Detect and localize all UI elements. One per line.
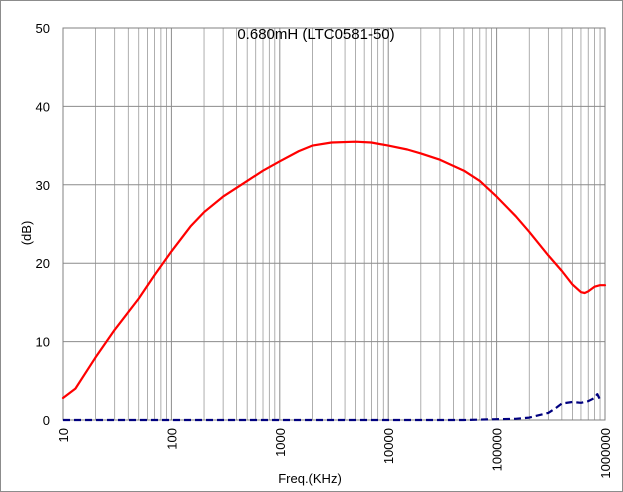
series-layer [61, 140, 607, 422]
y-tick-label: 10 [36, 335, 50, 350]
y-tick-label: 50 [36, 21, 50, 36]
y-tick-label: 20 [36, 256, 50, 271]
x-tick-labels: 10 100 1000 10000 100000 1000000 [56, 428, 613, 479]
plot-area [63, 28, 605, 420]
x-axis-title: Freq.(KHz) [278, 471, 342, 486]
x-tick-label: 100000 [490, 428, 505, 471]
x-tick-label: 1000 [273, 428, 288, 457]
y-tick-label: 30 [36, 178, 50, 193]
series-line-2 [63, 393, 603, 422]
x-tick-label: 1000000 [598, 428, 613, 479]
y-tick-labels: 0 10 20 30 40 50 [36, 21, 50, 428]
x-tick-label: 10000 [381, 428, 396, 464]
x-tick-label: 100 [164, 428, 179, 450]
y-tick-label: 0 [43, 413, 50, 428]
x-tick-label: 10 [56, 428, 71, 442]
y-axis-title: (dB) [19, 221, 34, 246]
chart-title: 0.680mH (LTC0581-50) [237, 26, 394, 43]
grid-lines [62, 27, 605, 421]
series-line-1 [61, 140, 607, 400]
y-tick-label: 40 [36, 99, 50, 114]
